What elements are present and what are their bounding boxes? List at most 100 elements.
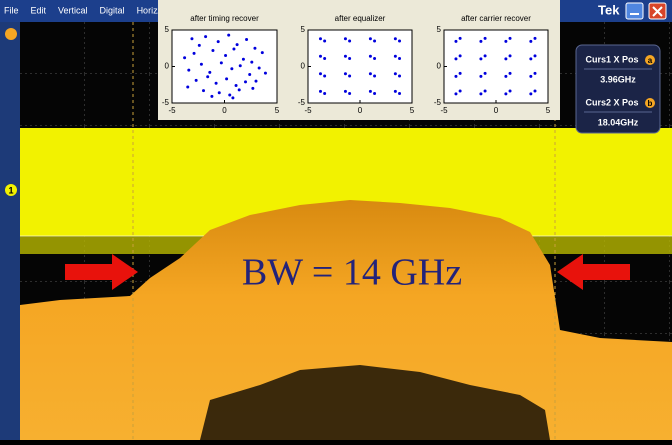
scatter-point [348, 39, 351, 42]
curs1-label: Curs1 X Pos [585, 54, 638, 64]
scatter-point [215, 82, 218, 85]
scatter-point [261, 51, 264, 54]
scatter-point [344, 37, 347, 40]
curs2-marker: b [648, 99, 653, 108]
scatter-point [323, 92, 326, 95]
scatter-point [479, 75, 482, 78]
scatter-point [228, 93, 231, 96]
scatter-point [454, 57, 457, 60]
scatter-point [264, 72, 267, 75]
scatter-point [484, 54, 487, 57]
scatter-point [509, 89, 512, 92]
scatter-point [504, 40, 507, 43]
x-tick-label: 5 [275, 106, 280, 115]
y-tick-label: -5 [298, 98, 306, 107]
scatter-point [323, 39, 326, 42]
scatter-point [529, 92, 532, 95]
scatter-point [323, 74, 326, 77]
curs2-label: Curs2 X Pos [585, 97, 638, 107]
scatter-point [230, 67, 233, 70]
scatter-point [253, 47, 256, 50]
scatter-point [186, 85, 189, 88]
menu-item[interactable]: File [4, 5, 19, 15]
scatter-point [348, 74, 351, 77]
menu-item[interactable]: Digital [100, 5, 125, 15]
scatter-point [484, 72, 487, 75]
scatter-point [236, 43, 239, 46]
scatter-point [454, 40, 457, 43]
scatter-point [255, 80, 258, 83]
menu-item[interactable]: Vertical [58, 5, 88, 15]
scatter-point [187, 69, 190, 72]
scope-screen: FileEditVerticalDigitalHoriz/Acq Tek 1 C… [0, 0, 672, 440]
scatter-point [208, 71, 211, 74]
scatter-point [319, 72, 322, 75]
scatter-point [459, 54, 462, 57]
scatter-point [204, 35, 207, 38]
scatter-point [459, 72, 462, 75]
scatter-point [238, 88, 241, 91]
scatter-point [529, 57, 532, 60]
scatter-point [210, 95, 213, 98]
scatter-point [231, 96, 234, 99]
y-tick-label: 0 [301, 62, 306, 71]
x-tick-label: 0 [358, 106, 363, 115]
x-tick-label: 5 [546, 106, 551, 115]
y-tick-label: 0 [437, 62, 442, 71]
plot-title: after carrier recover [461, 14, 531, 23]
scatter-point [319, 37, 322, 40]
plot-title: after equalizer [335, 14, 386, 23]
scatter-point [504, 75, 507, 78]
scatter-point [369, 37, 372, 40]
scatter-point [258, 66, 261, 69]
scatter-point [250, 61, 253, 64]
scatter-point [369, 72, 372, 75]
x-tick-label: 0 [494, 106, 499, 115]
x-tick-label: -5 [304, 106, 312, 115]
scatter-point [504, 92, 507, 95]
scatter-point [200, 63, 203, 66]
bandwidth-annotation: BW = 14 GHz [242, 252, 462, 294]
scatter-point [344, 90, 347, 93]
curs1-marker: a [648, 56, 653, 65]
scatter-point [319, 55, 322, 58]
scatter-point [218, 91, 221, 94]
scatter-point [454, 92, 457, 95]
x-tick-label: -5 [440, 106, 448, 115]
scatter-point [344, 72, 347, 75]
x-tick-label: 0 [222, 106, 227, 115]
scatter-point [484, 37, 487, 40]
scatter-point [529, 75, 532, 78]
scatter-point [509, 37, 512, 40]
scatter-point [398, 57, 401, 60]
plot-area [172, 30, 277, 103]
scatter-point [398, 39, 401, 42]
scatter-point [509, 72, 512, 75]
scatter-point [248, 73, 251, 76]
scatter-point [202, 89, 205, 92]
scatter-point [319, 90, 322, 93]
scatter-point [479, 57, 482, 60]
scatter-point [534, 72, 537, 75]
scatter-point [183, 56, 186, 59]
scatter-point [373, 57, 376, 60]
scatter-point [398, 74, 401, 77]
scatter-point [394, 37, 397, 40]
minimize-button[interactable] [626, 3, 643, 19]
scatter-point [225, 77, 228, 80]
scatter-point [211, 49, 214, 52]
scatter-point [454, 75, 457, 78]
scatter-point [190, 37, 193, 40]
scatter-point [534, 37, 537, 40]
scatter-point [232, 47, 235, 50]
scatter-point [245, 38, 248, 41]
menu-item[interactable]: Edit [31, 5, 47, 15]
y-tick-label: 0 [165, 62, 170, 71]
scatter-point [198, 44, 201, 47]
scatter-point [459, 89, 462, 92]
scatter-point [348, 57, 351, 60]
scatter-point [394, 90, 397, 93]
scatter-point [398, 92, 401, 95]
channel-marker-label: 1 [8, 185, 13, 195]
scatter-point [484, 89, 487, 92]
